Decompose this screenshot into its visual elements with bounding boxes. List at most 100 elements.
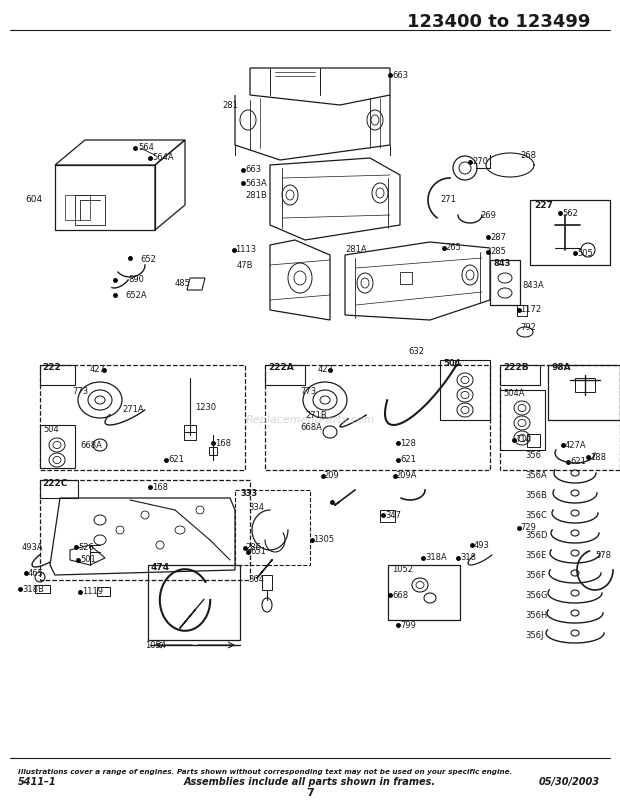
Bar bbox=[40, 480, 250, 580]
Text: 792: 792 bbox=[520, 323, 536, 333]
Bar bbox=[500, 365, 620, 470]
Text: 668: 668 bbox=[392, 590, 408, 600]
Text: 632: 632 bbox=[408, 347, 424, 357]
Text: 652A: 652A bbox=[125, 290, 146, 299]
Text: 651: 651 bbox=[250, 548, 266, 557]
Text: 271A: 271A bbox=[122, 406, 144, 415]
Text: 578: 578 bbox=[595, 550, 611, 560]
Text: 356: 356 bbox=[525, 451, 541, 460]
Text: 222B: 222B bbox=[503, 363, 529, 372]
Text: 621: 621 bbox=[570, 457, 586, 467]
Text: 123400 to 123499: 123400 to 123499 bbox=[407, 13, 590, 31]
Bar bbox=[40, 425, 75, 468]
Text: 663: 663 bbox=[392, 71, 408, 79]
Text: 427: 427 bbox=[90, 366, 106, 375]
Text: 286: 286 bbox=[245, 544, 261, 553]
Bar bbox=[548, 365, 620, 420]
Text: 5411–1: 5411–1 bbox=[18, 777, 56, 787]
Text: 05/30/2003: 05/30/2003 bbox=[539, 777, 600, 787]
Bar bbox=[262, 575, 272, 590]
Text: 504A: 504A bbox=[503, 388, 525, 398]
Text: 347: 347 bbox=[385, 511, 401, 520]
Text: 333: 333 bbox=[240, 489, 257, 499]
Text: 271: 271 bbox=[440, 196, 456, 205]
Bar bbox=[500, 390, 545, 450]
Bar bbox=[500, 365, 540, 385]
Text: Illustrations cover a range of engines. Parts shown without corresponding text m: Illustrations cover a range of engines. … bbox=[18, 769, 512, 775]
Text: 356A: 356A bbox=[525, 471, 547, 480]
Text: 714: 714 bbox=[515, 435, 531, 444]
Bar bbox=[209, 447, 217, 455]
Bar bbox=[265, 365, 305, 385]
Text: 269: 269 bbox=[480, 210, 496, 220]
Text: 356G: 356G bbox=[525, 590, 547, 600]
Text: 799: 799 bbox=[400, 621, 416, 630]
Text: 563A: 563A bbox=[245, 179, 267, 188]
Text: 564A: 564A bbox=[152, 153, 174, 163]
Bar bbox=[440, 360, 490, 420]
Text: 222A: 222A bbox=[268, 363, 294, 372]
Text: 1119: 1119 bbox=[82, 588, 103, 597]
Text: 474: 474 bbox=[151, 564, 170, 573]
Text: 356D: 356D bbox=[525, 530, 547, 540]
Text: 652: 652 bbox=[140, 256, 156, 265]
Text: Assemblies include all parts shown in frames.: Assemblies include all parts shown in fr… bbox=[184, 777, 436, 787]
Text: 188: 188 bbox=[590, 452, 606, 461]
Text: 668A: 668A bbox=[80, 440, 102, 449]
Text: 843A: 843A bbox=[522, 281, 544, 290]
Bar bbox=[530, 200, 610, 265]
Text: 356B: 356B bbox=[525, 491, 547, 500]
Text: 504: 504 bbox=[443, 358, 461, 367]
Text: 1052: 1052 bbox=[392, 565, 413, 574]
Text: 773: 773 bbox=[300, 387, 316, 396]
Text: 168: 168 bbox=[215, 439, 231, 448]
Bar bbox=[265, 365, 490, 470]
Text: 356H: 356H bbox=[525, 610, 547, 619]
Text: 1054: 1054 bbox=[145, 641, 166, 650]
Bar bbox=[97, 587, 110, 596]
Text: 270: 270 bbox=[472, 157, 488, 167]
Text: 621: 621 bbox=[168, 456, 184, 464]
Text: 427A: 427A bbox=[565, 440, 587, 449]
Text: 356C: 356C bbox=[525, 511, 547, 520]
Text: 843: 843 bbox=[494, 260, 512, 269]
Text: 98A: 98A bbox=[551, 363, 570, 372]
Text: 501: 501 bbox=[80, 556, 95, 565]
Text: 562: 562 bbox=[562, 209, 578, 217]
Text: 128: 128 bbox=[400, 439, 416, 448]
Text: 268: 268 bbox=[520, 151, 536, 160]
Bar bbox=[517, 305, 527, 316]
Bar bbox=[40, 365, 245, 470]
Text: 271B: 271B bbox=[305, 411, 327, 419]
Bar bbox=[40, 365, 75, 385]
Text: 7: 7 bbox=[306, 788, 314, 798]
Bar bbox=[527, 434, 540, 447]
Text: 1230: 1230 bbox=[195, 403, 216, 412]
Text: 287: 287 bbox=[490, 233, 506, 241]
Text: ReplacementParts.com: ReplacementParts.com bbox=[246, 415, 374, 425]
Text: 526: 526 bbox=[78, 542, 94, 552]
Text: 281: 281 bbox=[222, 100, 238, 110]
Text: 356F: 356F bbox=[525, 570, 546, 580]
Bar bbox=[65, 195, 90, 220]
Text: 604: 604 bbox=[25, 196, 42, 205]
Bar bbox=[184, 425, 196, 432]
Text: 356J: 356J bbox=[525, 630, 544, 639]
Text: 1305: 1305 bbox=[313, 536, 334, 545]
Text: 663: 663 bbox=[245, 165, 261, 175]
Bar bbox=[184, 432, 196, 440]
Text: 222: 222 bbox=[42, 363, 61, 372]
Text: 465: 465 bbox=[28, 569, 44, 577]
Text: 564: 564 bbox=[138, 144, 154, 152]
Text: 1172: 1172 bbox=[520, 306, 541, 314]
Text: 227: 227 bbox=[534, 200, 553, 209]
Text: 427: 427 bbox=[318, 366, 334, 375]
Text: 1113: 1113 bbox=[235, 245, 256, 254]
Bar bbox=[575, 378, 595, 392]
Bar bbox=[388, 565, 460, 620]
Bar bbox=[40, 480, 78, 498]
Text: 334: 334 bbox=[248, 504, 264, 512]
Text: 729: 729 bbox=[520, 524, 536, 533]
Bar bbox=[400, 272, 412, 284]
Bar bbox=[380, 510, 395, 522]
